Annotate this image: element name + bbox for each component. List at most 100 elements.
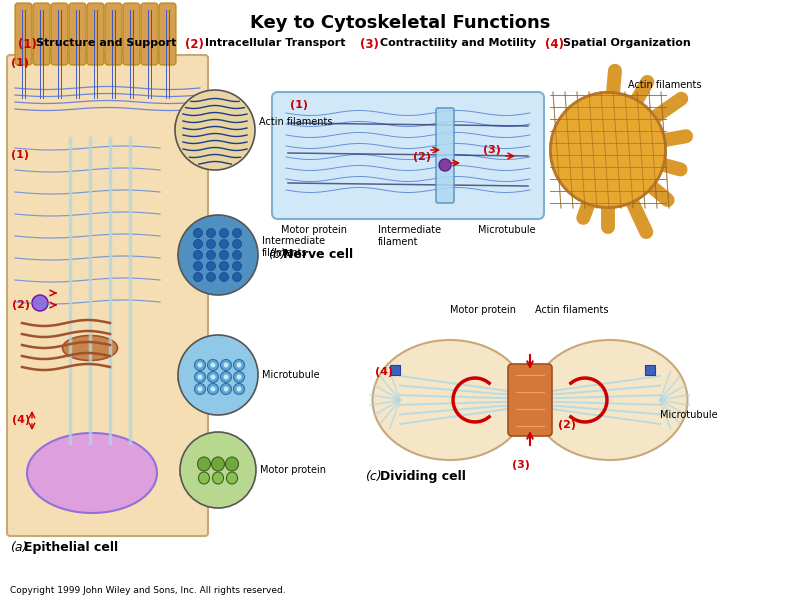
Circle shape — [219, 239, 229, 248]
Text: (3): (3) — [483, 145, 501, 155]
Text: (1): (1) — [11, 150, 29, 160]
Text: (2): (2) — [12, 300, 30, 310]
Text: (1): (1) — [11, 58, 29, 68]
Text: Contractility and Motility: Contractility and Motility — [380, 38, 536, 48]
Circle shape — [237, 386, 242, 391]
Circle shape — [198, 386, 202, 391]
Circle shape — [194, 229, 202, 238]
Circle shape — [223, 362, 229, 367]
Circle shape — [233, 229, 242, 238]
Circle shape — [194, 239, 202, 248]
Circle shape — [194, 272, 202, 281]
Circle shape — [207, 359, 218, 370]
Circle shape — [32, 295, 48, 311]
Text: (a): (a) — [10, 541, 27, 554]
Text: (4): (4) — [375, 367, 393, 377]
Text: (b): (b) — [268, 248, 286, 261]
Circle shape — [237, 362, 242, 367]
Text: Actin filaments: Actin filaments — [628, 80, 702, 90]
Circle shape — [234, 371, 245, 383]
Ellipse shape — [211, 457, 225, 471]
Circle shape — [219, 272, 229, 281]
Ellipse shape — [550, 92, 666, 208]
Circle shape — [194, 251, 202, 259]
Circle shape — [210, 386, 215, 391]
FancyBboxPatch shape — [7, 55, 208, 536]
Text: Motor protein: Motor protein — [260, 465, 326, 475]
Circle shape — [175, 90, 255, 170]
FancyBboxPatch shape — [15, 3, 32, 65]
Circle shape — [233, 272, 242, 281]
FancyBboxPatch shape — [141, 3, 158, 65]
Text: (1): (1) — [290, 100, 308, 110]
Circle shape — [439, 159, 451, 171]
Text: (4): (4) — [545, 38, 564, 51]
Ellipse shape — [226, 472, 238, 484]
Circle shape — [198, 374, 202, 379]
Circle shape — [233, 262, 242, 271]
FancyBboxPatch shape — [508, 364, 552, 436]
Circle shape — [206, 251, 215, 259]
Text: (2): (2) — [558, 420, 576, 430]
Circle shape — [210, 374, 215, 379]
FancyBboxPatch shape — [436, 108, 454, 203]
Circle shape — [233, 251, 242, 259]
Text: Intermediate
filaments: Intermediate filaments — [262, 236, 325, 258]
Text: (1): (1) — [18, 38, 37, 51]
Circle shape — [223, 374, 229, 379]
Circle shape — [219, 251, 229, 259]
FancyBboxPatch shape — [390, 365, 400, 375]
FancyBboxPatch shape — [123, 3, 140, 65]
Text: Actin filaments: Actin filaments — [259, 117, 333, 127]
FancyBboxPatch shape — [272, 92, 544, 219]
FancyBboxPatch shape — [159, 3, 176, 65]
FancyBboxPatch shape — [645, 365, 655, 375]
Circle shape — [198, 362, 202, 367]
Ellipse shape — [198, 472, 210, 484]
Ellipse shape — [550, 92, 666, 208]
Ellipse shape — [198, 457, 210, 471]
Text: Intermediate
filament: Intermediate filament — [378, 225, 441, 247]
Text: Microtubule: Microtubule — [262, 370, 320, 380]
Text: (2): (2) — [413, 152, 431, 162]
Circle shape — [233, 239, 242, 248]
Text: (2): (2) — [185, 38, 204, 51]
Ellipse shape — [226, 457, 238, 471]
Text: Epithelial cell: Epithelial cell — [24, 541, 118, 554]
Text: Key to Cytoskeletal Functions: Key to Cytoskeletal Functions — [250, 14, 550, 32]
Text: (4): (4) — [12, 415, 30, 425]
Circle shape — [219, 262, 229, 271]
Text: Spatial Organization: Spatial Organization — [563, 38, 690, 48]
Circle shape — [194, 359, 206, 370]
Circle shape — [178, 215, 258, 295]
FancyBboxPatch shape — [69, 3, 86, 65]
Text: Motor protein: Motor protein — [281, 225, 347, 235]
Circle shape — [206, 262, 215, 271]
Text: Copyright 1999 John Wiley and Sons, Inc. All rights reserved.: Copyright 1999 John Wiley and Sons, Inc.… — [10, 586, 286, 595]
Text: (3): (3) — [512, 460, 530, 470]
Ellipse shape — [533, 340, 687, 460]
Circle shape — [206, 229, 215, 238]
Circle shape — [194, 262, 202, 271]
Circle shape — [207, 371, 218, 383]
Ellipse shape — [27, 433, 157, 513]
Text: Microtubule: Microtubule — [478, 225, 536, 235]
Circle shape — [237, 374, 242, 379]
Circle shape — [221, 383, 231, 395]
Text: Motor protein: Motor protein — [450, 305, 516, 315]
Circle shape — [180, 432, 256, 508]
FancyBboxPatch shape — [105, 3, 122, 65]
Ellipse shape — [62, 335, 118, 361]
Ellipse shape — [373, 340, 527, 460]
Circle shape — [207, 383, 218, 395]
Circle shape — [223, 386, 229, 391]
Text: Actin filaments: Actin filaments — [535, 305, 609, 315]
FancyBboxPatch shape — [51, 3, 68, 65]
Circle shape — [194, 371, 206, 383]
Circle shape — [234, 383, 245, 395]
Text: Dividing cell: Dividing cell — [380, 470, 466, 483]
FancyBboxPatch shape — [87, 3, 104, 65]
Ellipse shape — [213, 472, 223, 484]
Circle shape — [206, 272, 215, 281]
Text: (3): (3) — [360, 38, 379, 51]
